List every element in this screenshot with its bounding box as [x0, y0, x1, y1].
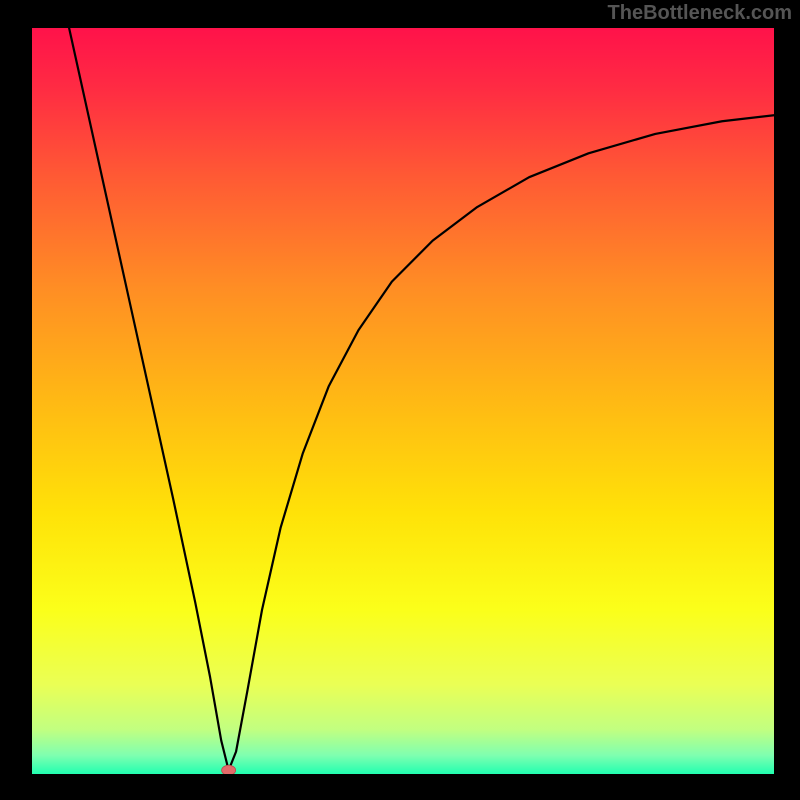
gradient-background	[32, 28, 774, 774]
watermark-text: TheBottleneck.com	[608, 2, 792, 25]
plot-svg	[32, 28, 774, 774]
chart-frame: TheBottleneck.com	[0, 0, 800, 800]
gradient-plot-area	[32, 28, 774, 774]
minimum-marker	[222, 765, 236, 774]
